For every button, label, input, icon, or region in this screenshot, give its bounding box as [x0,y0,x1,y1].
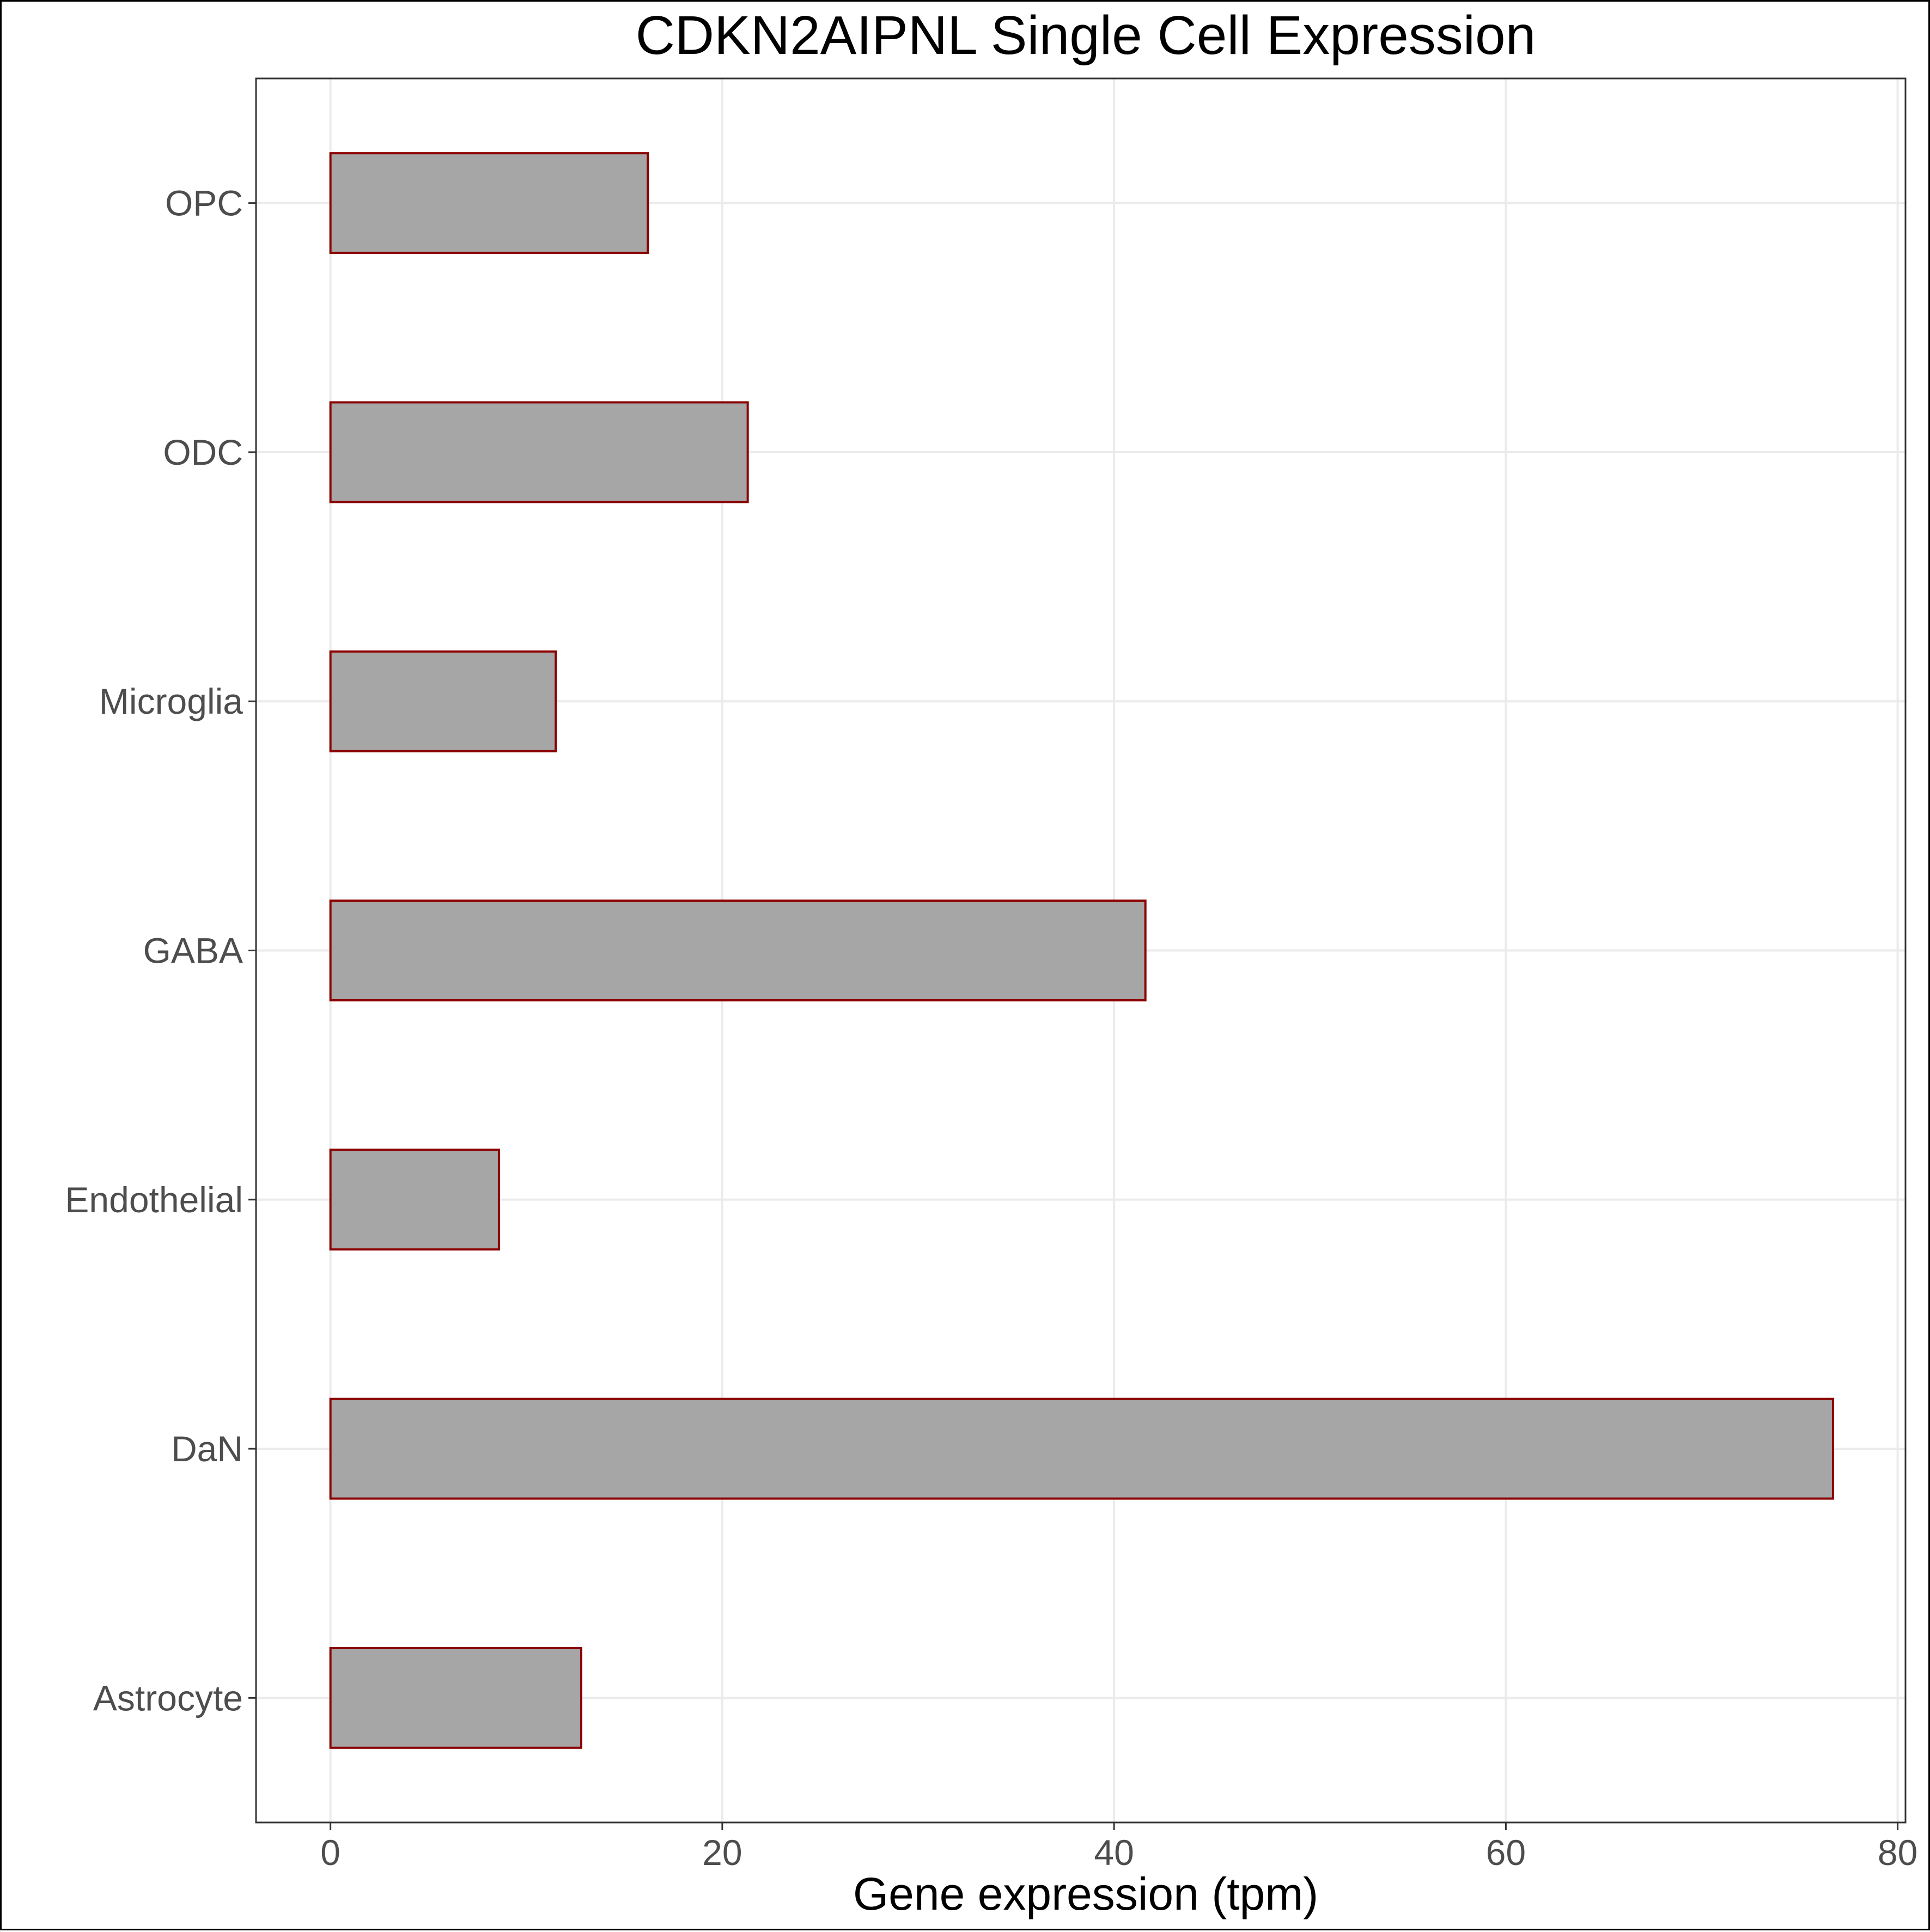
x-tick-label: 80 [1878,1832,1917,1873]
x-tick-layer: 0 20 40 60 80 [320,1822,1917,1873]
bar-dan [329,1398,1834,1500]
y-tick-label: DaN [171,1429,243,1469]
bar-odc [329,401,749,503]
chart-title: CDKN2AIPNL Single Cell Expression [636,5,1536,66]
x-tick-label: 60 [1486,1832,1526,1873]
bar-opc [329,152,649,254]
y-tick-label: OPC [165,183,243,223]
bar-gaba [329,900,1147,1001]
bar-astrocyte [329,1647,582,1749]
x-tick-label: 40 [1094,1832,1134,1873]
y-tick-label: Endothelial [65,1180,243,1220]
x-tick-label: 0 [320,1832,340,1873]
y-tick-layer: Astrocyte DaN Endothelial GABA Microglia ODC O… [65,183,256,1718]
y-tick-label: Microglia [99,681,243,721]
bar-layer [329,152,1834,1749]
bar-microglia [329,650,557,752]
y-tick-label: ODC [163,432,243,472]
x-axis-label: Gene expression (tpm) [853,1868,1318,1919]
x-tick-label: 20 [702,1832,742,1873]
bar-endothelial [329,1149,500,1251]
y-tick-label: Astrocyte [93,1678,243,1718]
y-tick-label: GABA [143,931,243,971]
